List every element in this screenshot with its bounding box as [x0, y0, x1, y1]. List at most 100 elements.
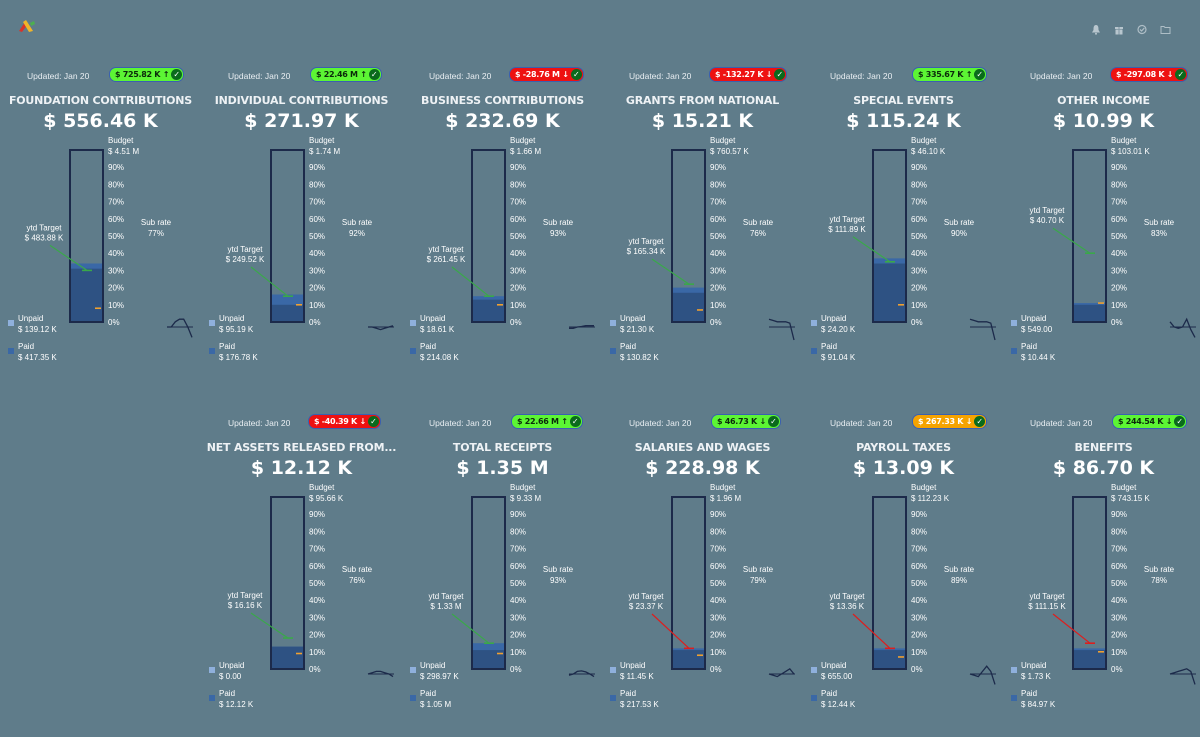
axis-tick-label: 10% [911, 301, 927, 310]
axis-tick-label: 40% [510, 596, 526, 605]
kpi-card: Updated: Jan 20 $ 46.73 K ↓ ✓ SALARIES AN… [602, 409, 803, 729]
axis-tick-label: 40% [309, 596, 325, 605]
axis-tick-label: 70% [510, 545, 526, 554]
paid-value: $ 417.35 K [18, 353, 57, 362]
axis-tick-label: 20% [510, 631, 526, 640]
budget-label: Budget [510, 136, 536, 145]
axis-tick-label: 80% [911, 180, 927, 189]
paid-bar[interactable] [873, 263, 906, 322]
axis-tick-label: 90% [1111, 163, 1127, 172]
axis-tick-label: 20% [1111, 631, 1127, 640]
axis-tick-label: 20% [710, 284, 726, 293]
variance-badge[interactable]: $ 725.82 K ↑ ✓ [109, 67, 185, 82]
paid-bar[interactable] [271, 304, 304, 322]
variance-badge[interactable]: $ 335.67 K ↑ ✓ [912, 67, 988, 82]
sub-rate-value: 78% [1151, 576, 1167, 585]
axis-tick-label: 40% [510, 249, 526, 258]
paid-bar[interactable] [672, 292, 705, 322]
unpaid-legend-label: Unpaid [821, 661, 846, 670]
ytd-target-label: ytd Target [429, 245, 465, 254]
variance-badge[interactable]: $ 22.46 M ↑ ✓ [310, 67, 382, 82]
paid-bar[interactable] [672, 650, 705, 669]
updated-label: Updated: Jan 20 [1030, 71, 1093, 81]
axis-tick-label: 50% [510, 232, 526, 241]
kpi-card: Updated: Jan 20 $ 335.67 K ↑ ✓ SPECIAL EV… [803, 62, 1004, 382]
variance-badge[interactable]: $ -297.08 K ↓ ✓ [1110, 67, 1189, 82]
unpaid-legend-label: Unpaid [18, 314, 43, 323]
ytd-target-value: $ 23.37 K [629, 602, 664, 611]
variance-badge[interactable]: $ -28.76 M ↓ ✓ [509, 67, 584, 82]
card-title: PAYROLL TAXES [856, 441, 951, 454]
variance-badge[interactable]: $ 46.73 K ↓ ✓ [711, 414, 781, 429]
paid-bar[interactable] [472, 299, 505, 322]
unpaid-legend-label: Unpaid [219, 314, 244, 323]
variance-badge[interactable]: $ -40.39 K ↓ ✓ [308, 414, 381, 429]
paid-value: $ 217.53 K [620, 700, 659, 709]
variance-badge[interactable]: $ 244.54 K ↓ ✓ [1112, 414, 1188, 429]
check-icon: ✓ [570, 69, 582, 80]
paid-bar[interactable] [873, 650, 906, 669]
paid-bar[interactable] [271, 646, 304, 669]
ytd-target-value: $ 13.36 K [830, 602, 865, 611]
paid-bar[interactable] [70, 268, 103, 322]
gauge-chart: ytd Target$ 40.70 K Budget $ 103.01 K 90% 80… [1011, 136, 1196, 362]
unpaid-legend-label: Unpaid [821, 314, 846, 323]
axis-tick-label: 80% [309, 527, 325, 536]
unpaid-legend-label: Unpaid [219, 661, 244, 670]
gauge-chart: ytd Target$ 483.88 K Budget $ 4.51 M 90% 80%… [8, 136, 193, 362]
paid-value: $ 1.05 M [420, 700, 451, 709]
sub-rate-label: Sub rate [1144, 218, 1175, 227]
budget-label: Budget [108, 136, 134, 145]
unpaid-legend-swatch [209, 320, 215, 326]
card-title: GRANTS FROM NATIONAL [625, 94, 780, 107]
budget-value: $ 760.57 K [710, 147, 749, 156]
target-leader-line [250, 266, 289, 297]
axis-tick-label: 0% [510, 318, 522, 327]
paid-legend-label: Paid [219, 689, 235, 698]
axis-tick-label: 10% [108, 301, 124, 310]
axis-tick-label: 80% [108, 180, 124, 189]
variance-badge[interactable]: $ -132.27 K ↓ ✓ [709, 67, 788, 82]
paid-value: $ 176.78 K [219, 353, 258, 362]
bell-icon[interactable] [1091, 22, 1101, 35]
paid-bar[interactable] [1073, 304, 1106, 322]
sparkline [367, 670, 394, 678]
axis-tick-label: 60% [911, 562, 927, 571]
gift-icon[interactable] [1114, 22, 1124, 35]
gauge-frame [69, 149, 104, 323]
paid-bar[interactable] [472, 650, 505, 669]
budget-value: $ 743.15 K [1111, 494, 1150, 503]
paid-legend-swatch [811, 695, 817, 701]
sparkline [969, 665, 996, 685]
unpaid-legend-swatch [1011, 667, 1017, 673]
paid-bar[interactable] [1073, 650, 1106, 669]
variance-badge[interactable]: $ 22.66 M ↑ ✓ [511, 414, 583, 429]
check-circle-icon[interactable] [1137, 22, 1147, 35]
paid-legend-swatch [8, 348, 14, 354]
variance-value: $ -297.08 K [1116, 70, 1165, 79]
card-total: $ 1.35 M [456, 457, 549, 479]
variance-value: $ -28.76 M [515, 70, 560, 79]
axis-tick-label: 80% [510, 527, 526, 536]
paid-value: $ 214.08 K [420, 353, 459, 362]
ytd-target-value: $ 165.34 K [627, 247, 666, 256]
gauge-frame [270, 496, 305, 670]
paid-value: $ 10.44 K [1021, 353, 1056, 362]
app-logo[interactable] [17, 19, 37, 33]
sub-rate-label: Sub rate [743, 218, 774, 227]
updated-label: Updated: Jan 20 [1030, 418, 1093, 428]
check-icon: ✓ [569, 416, 581, 427]
ytd-target-value: $ 16.16 K [228, 601, 263, 610]
axis-tick-label: 10% [510, 648, 526, 657]
variance-value: $ 335.67 K [918, 70, 964, 79]
axis-tick-label: 0% [108, 318, 120, 327]
sub-rate-value: 89% [951, 576, 967, 585]
sub-rate-label: Sub rate [342, 218, 373, 227]
folder-icon[interactable] [1160, 22, 1171, 34]
axis-tick-label: 0% [710, 665, 722, 674]
variance-badge[interactable]: $ 267.33 K ↓ ✓ [912, 414, 988, 429]
paid-legend-swatch [209, 348, 215, 354]
sub-rate-value: 76% [349, 576, 365, 585]
axis-tick-label: 60% [1111, 562, 1127, 571]
axis-tick-label: 70% [911, 545, 927, 554]
